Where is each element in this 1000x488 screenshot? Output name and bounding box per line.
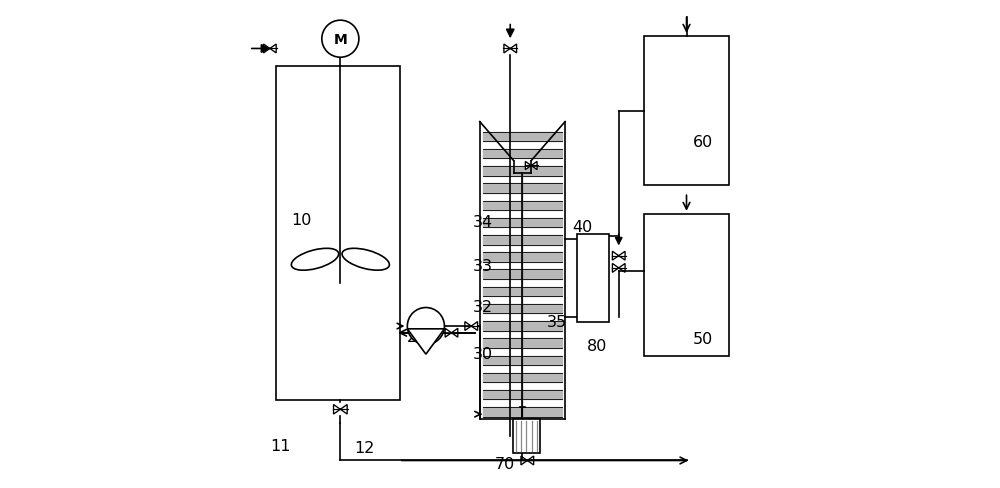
Text: 10: 10 bbox=[291, 212, 312, 227]
Polygon shape bbox=[264, 45, 276, 54]
Polygon shape bbox=[407, 329, 444, 354]
Text: M: M bbox=[333, 33, 347, 47]
Bar bbox=[644, 37, 729, 185]
Polygon shape bbox=[521, 456, 534, 465]
Circle shape bbox=[322, 21, 359, 58]
Polygon shape bbox=[445, 328, 458, 338]
Polygon shape bbox=[612, 252, 625, 261]
Ellipse shape bbox=[291, 249, 339, 271]
Ellipse shape bbox=[342, 249, 389, 271]
Text: 50: 50 bbox=[693, 331, 713, 346]
Bar bbox=[513, 419, 540, 453]
Text: 31: 31 bbox=[518, 432, 538, 447]
Text: 40: 40 bbox=[572, 220, 592, 234]
Polygon shape bbox=[465, 322, 478, 331]
Text: 60: 60 bbox=[693, 134, 713, 149]
Bar bbox=[276, 66, 400, 400]
Bar bbox=[577, 234, 609, 322]
Text: 12: 12 bbox=[355, 440, 375, 455]
Polygon shape bbox=[612, 264, 625, 273]
Polygon shape bbox=[504, 45, 517, 54]
Text: 33: 33 bbox=[473, 259, 493, 273]
Text: 32: 32 bbox=[473, 300, 493, 315]
Circle shape bbox=[407, 308, 444, 345]
Text: 34: 34 bbox=[473, 215, 493, 229]
Polygon shape bbox=[525, 162, 537, 170]
Bar bbox=[644, 215, 729, 356]
Text: 35: 35 bbox=[546, 314, 566, 329]
Text: 70: 70 bbox=[495, 456, 515, 471]
Text: 80: 80 bbox=[587, 339, 607, 354]
Text: 30: 30 bbox=[473, 346, 493, 361]
Polygon shape bbox=[334, 405, 347, 414]
Text: 20: 20 bbox=[406, 329, 427, 344]
Text: 11: 11 bbox=[270, 438, 290, 453]
